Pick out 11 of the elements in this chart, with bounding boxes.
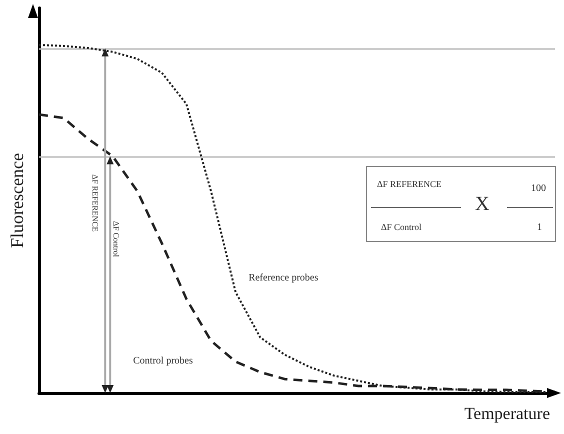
annotation: ΔF Control <box>112 221 121 258</box>
annotation: X <box>475 193 490 216</box>
text: Control probes <box>133 355 193 366</box>
series-label: Reference probes <box>248 272 318 284</box>
annotation: ΔF REFERENCE <box>377 179 442 189</box>
annotation: 100 <box>531 183 546 194</box>
annotation: ΔF REFERENCE <box>90 174 100 232</box>
annotation: 1 <box>537 222 542 233</box>
y-axis-title: Fluorescence <box>7 153 27 248</box>
annotation: ΔF Control <box>381 222 422 232</box>
x-axis-title: Temperature <box>464 404 550 423</box>
